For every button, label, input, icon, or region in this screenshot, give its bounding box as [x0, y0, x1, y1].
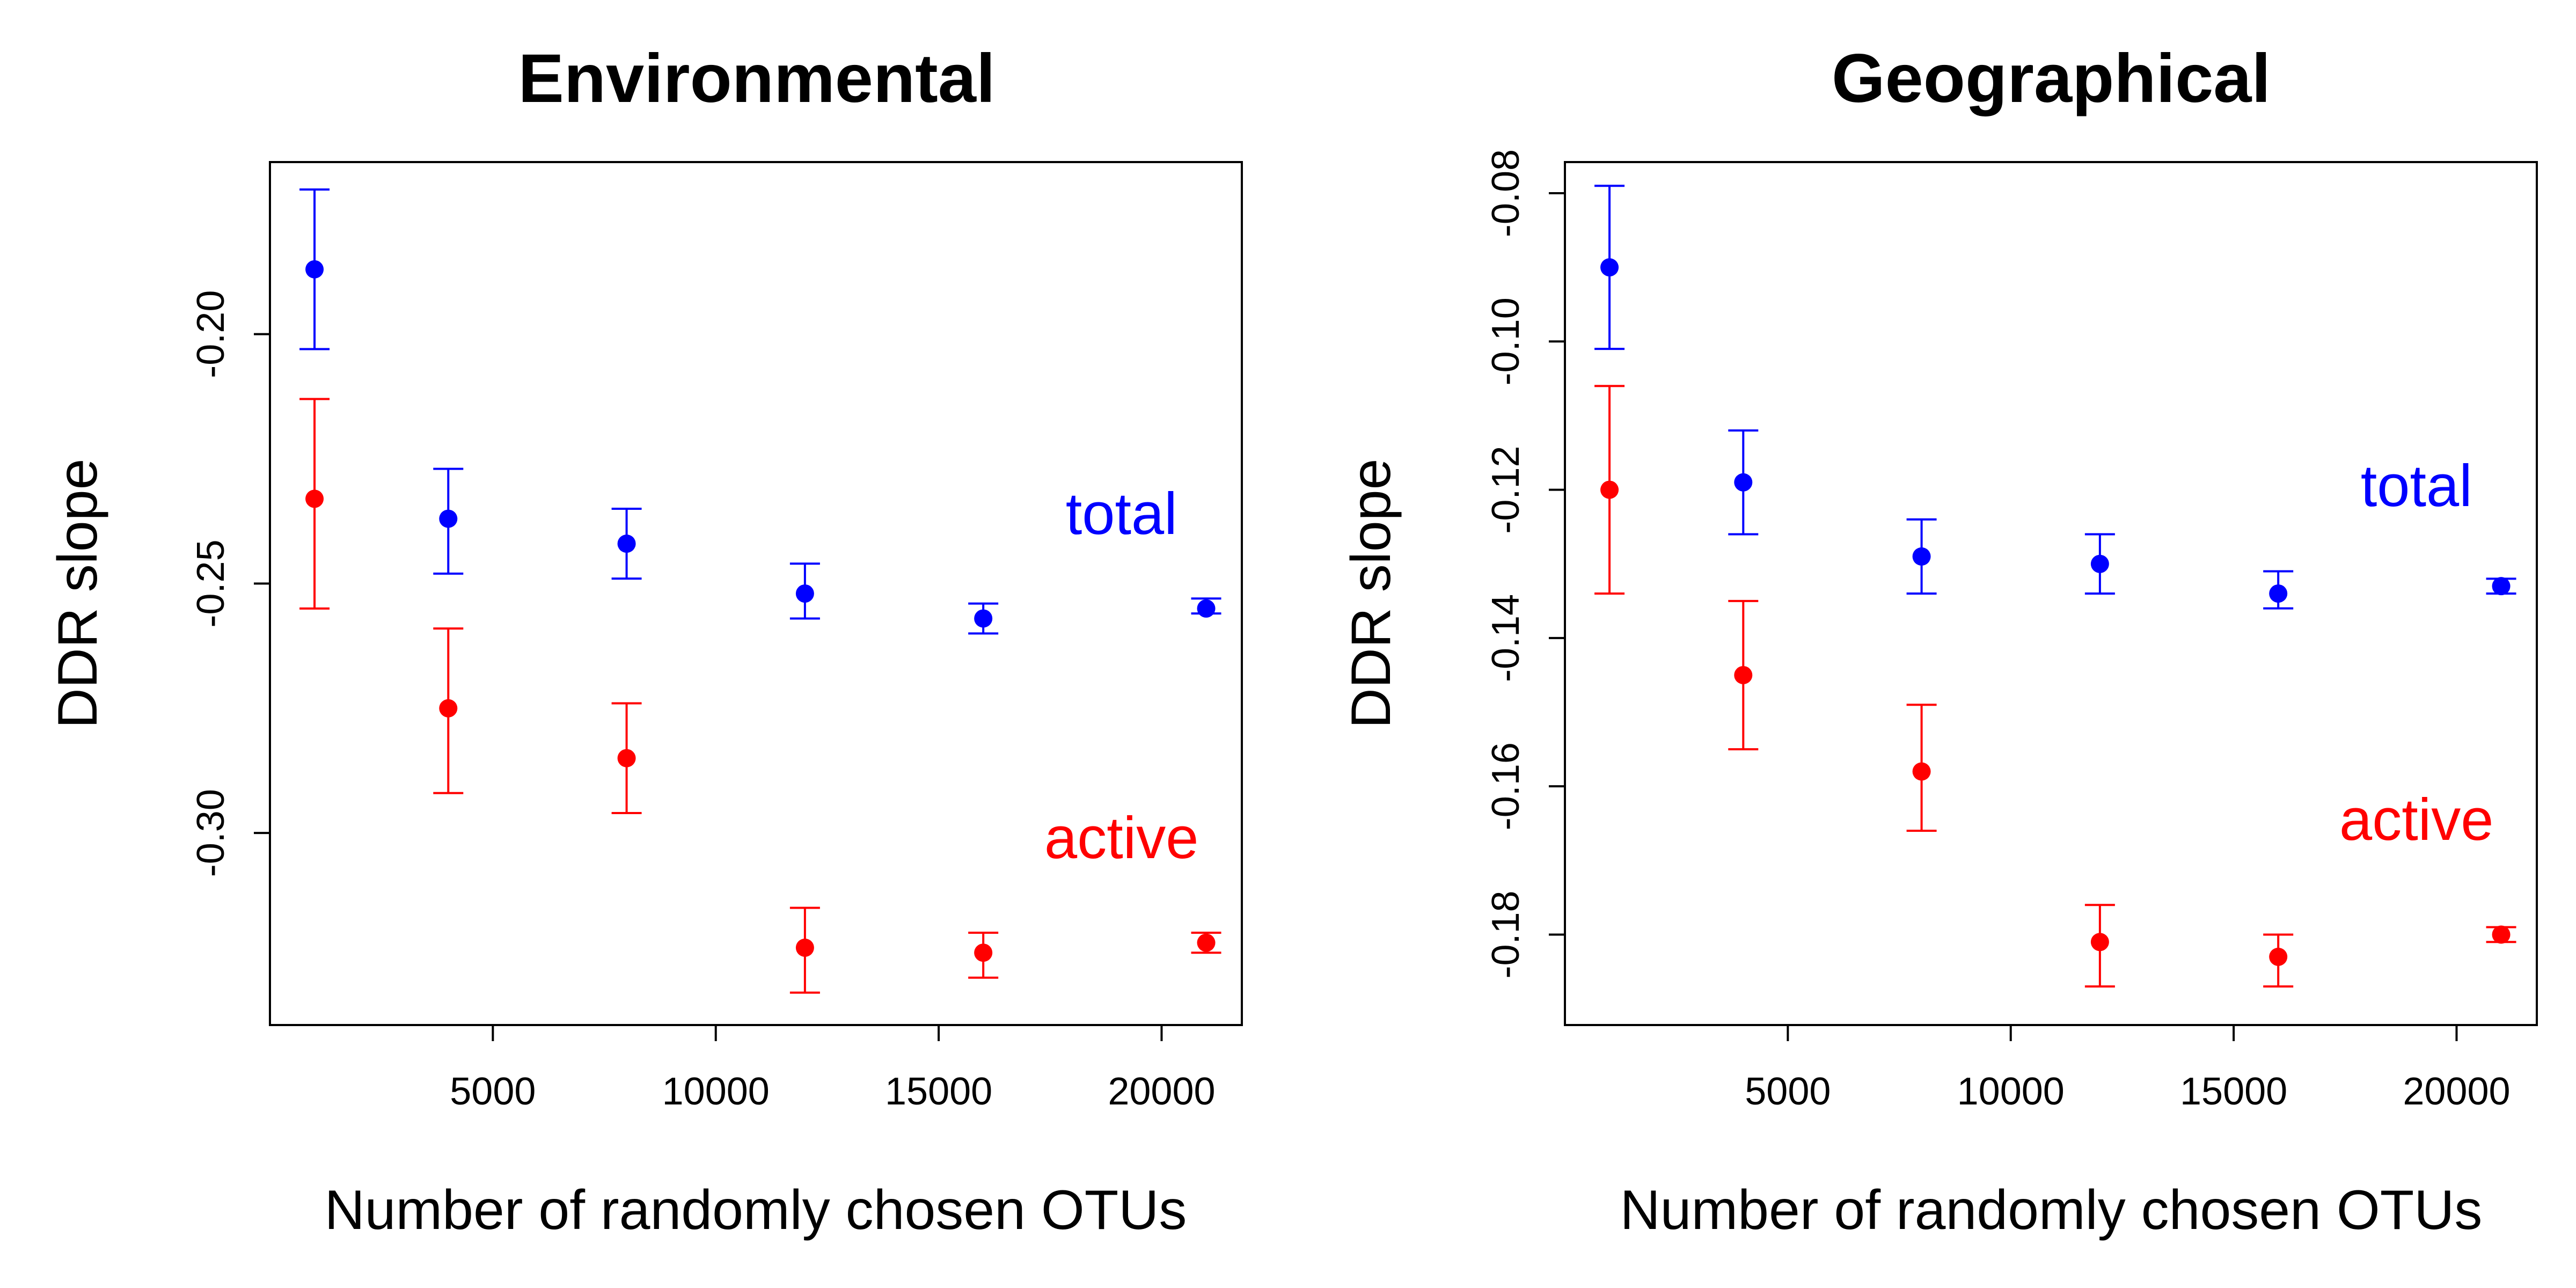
y-tick-label: -0.20 [189, 290, 232, 378]
y-tick-label: -0.16 [1484, 742, 1527, 830]
data-point [1197, 599, 1216, 618]
x-axis-label: Number of randomly chosen OTUs [325, 1179, 1187, 1241]
x-axis: 5000 10000 15000 20000 [1745, 1025, 2511, 1113]
x-tick-label: 5000 [450, 1070, 536, 1113]
x-tick-label: 15000 [2180, 1070, 2287, 1113]
data-point [439, 509, 458, 528]
y-tick-label: -0.14 [1484, 594, 1527, 682]
series-label-active: active [1044, 805, 1198, 871]
series-total [1594, 185, 2516, 610]
plot-frame [1564, 161, 2538, 1026]
y-axis: -0.20 -0.25 -0.30 [189, 290, 270, 877]
panel-environmental: Environmental 5000 10000 15000 20000 -0.20-… [47, 40, 1243, 1241]
data-point [1197, 933, 1216, 952]
series-active [1594, 385, 2516, 988]
y-tick-label: -0.12 [1484, 446, 1527, 534]
plot-marks [299, 188, 1221, 994]
y-tick-label: -0.10 [1484, 297, 1527, 385]
data-point [305, 260, 324, 279]
data-point [1600, 480, 1619, 499]
data-point [1734, 665, 1753, 684]
panel-geographical: Geographical 5000 10000 15000 20000 -0.08-0… [1340, 40, 2538, 1241]
data-point [439, 699, 458, 718]
data-point [974, 943, 993, 962]
data-point [1912, 547, 1931, 566]
x-axis-label: Number of randomly chosen OTUs [1620, 1179, 2483, 1241]
x-tick-label: 20000 [2403, 1070, 2510, 1113]
data-point [1734, 473, 1753, 492]
data-point [2269, 584, 2288, 603]
data-point [1912, 762, 1931, 781]
series-label-active: active [2339, 787, 2493, 853]
series-labels: total active [2339, 453, 2493, 853]
x-tick-label: 15000 [885, 1070, 992, 1113]
data-point [617, 749, 636, 767]
series-total [299, 188, 1221, 635]
data-point [974, 609, 993, 628]
data-point [2269, 947, 2288, 966]
data-point [1600, 258, 1619, 277]
data-point [795, 938, 814, 957]
y-tick-label: -0.18 [1484, 890, 1527, 978]
data-point [2090, 933, 2109, 952]
plot-marks [1594, 185, 2516, 988]
plot-frame [269, 161, 1243, 1026]
data-point [2090, 554, 2109, 573]
x-tick-label: 10000 [1957, 1070, 2065, 1113]
data-point [795, 584, 814, 603]
data-point [2492, 925, 2511, 944]
x-axis: 5000 10000 15000 20000 [450, 1025, 1216, 1113]
data-point [305, 489, 324, 508]
chart-title: Environmental [518, 40, 995, 117]
series-active [299, 398, 1221, 994]
data-point [2492, 577, 2511, 596]
y-axis: -0.08 -0.10 -0.12 -0.14 -0.16 -0.18 [1484, 149, 1565, 979]
x-tick-label: 20000 [1108, 1070, 1215, 1113]
series-label-total: total [1066, 481, 1177, 547]
data-point [617, 535, 636, 553]
chart-title: Geographical [1832, 40, 2271, 117]
y-tick-label: -0.25 [189, 539, 232, 627]
x-tick-label: 10000 [662, 1070, 770, 1113]
y-tick-label: -0.08 [1484, 149, 1527, 237]
x-tick-label: 5000 [1745, 1070, 1831, 1113]
y-tick-label: -0.30 [189, 789, 232, 877]
y-axis-label: DDR slope [47, 459, 109, 729]
series-label-total: total [2361, 453, 2472, 519]
series-labels: total active [1044, 481, 1198, 871]
y-axis-label: DDR slope [1340, 459, 1402, 729]
